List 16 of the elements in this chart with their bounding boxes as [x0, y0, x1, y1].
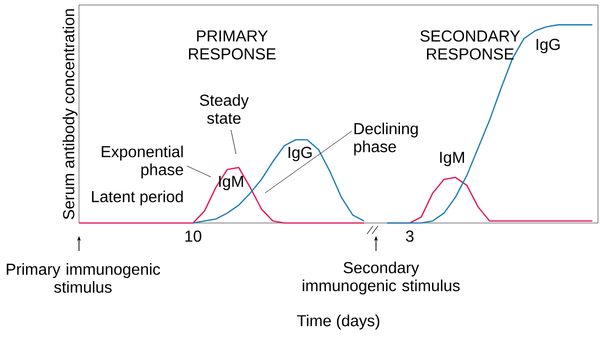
x-axis-title: Time (days): [297, 314, 380, 330]
series-label: IgM: [219, 176, 243, 190]
text: IgM: [440, 152, 464, 166]
text: Secondary immunogenic stimulus: [302, 262, 460, 294]
y-axis-title: Serum antibody concentration: [62, 9, 78, 220]
x-tick-label: 10: [185, 230, 202, 242]
annotation: Exponential phase: [102, 146, 184, 178]
text: IgG: [536, 38, 560, 54]
annotation: SECONDARY RESPONSE: [420, 30, 520, 60]
annotation: Latent period: [92, 190, 183, 206]
text: Primary immunogenic stimulus: [6, 263, 160, 293]
annotation: Steady state: [200, 94, 249, 124]
series-label: IgG: [288, 146, 312, 162]
x-tick-label: 3: [406, 230, 414, 242]
annotation: Declining phase: [354, 122, 418, 156]
annotation: PRIMARY RESPONSE: [189, 30, 276, 60]
